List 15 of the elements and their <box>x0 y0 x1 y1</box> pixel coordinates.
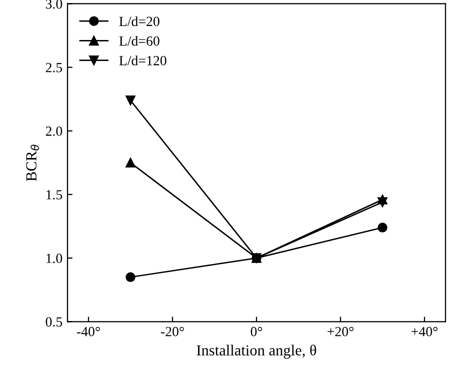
x-tick-label: +20° <box>328 326 354 336</box>
legend-label: L/d=60 <box>119 36 160 46</box>
y-tick-label: 1.0 <box>46 254 62 264</box>
y-tick-label: 1.5 <box>46 190 62 200</box>
x-tick-label: 0° <box>250 326 262 336</box>
x-tick-label: +40° <box>412 326 438 336</box>
y-tick-label: 2.0 <box>46 126 62 136</box>
y-tick-label: 2.5 <box>46 62 62 72</box>
y-tick-label: 0.5 <box>46 317 62 327</box>
legend-label: L/d=20 <box>119 16 160 26</box>
y-axis-title: BCR$_{θ}$ <box>26 144 39 182</box>
legend-label: L/d=120 <box>119 56 166 66</box>
x-axis-title: Installation angle, θ <box>196 344 316 359</box>
x-tick-label: -20° <box>160 326 184 336</box>
x-tick-label: -40° <box>76 326 100 336</box>
